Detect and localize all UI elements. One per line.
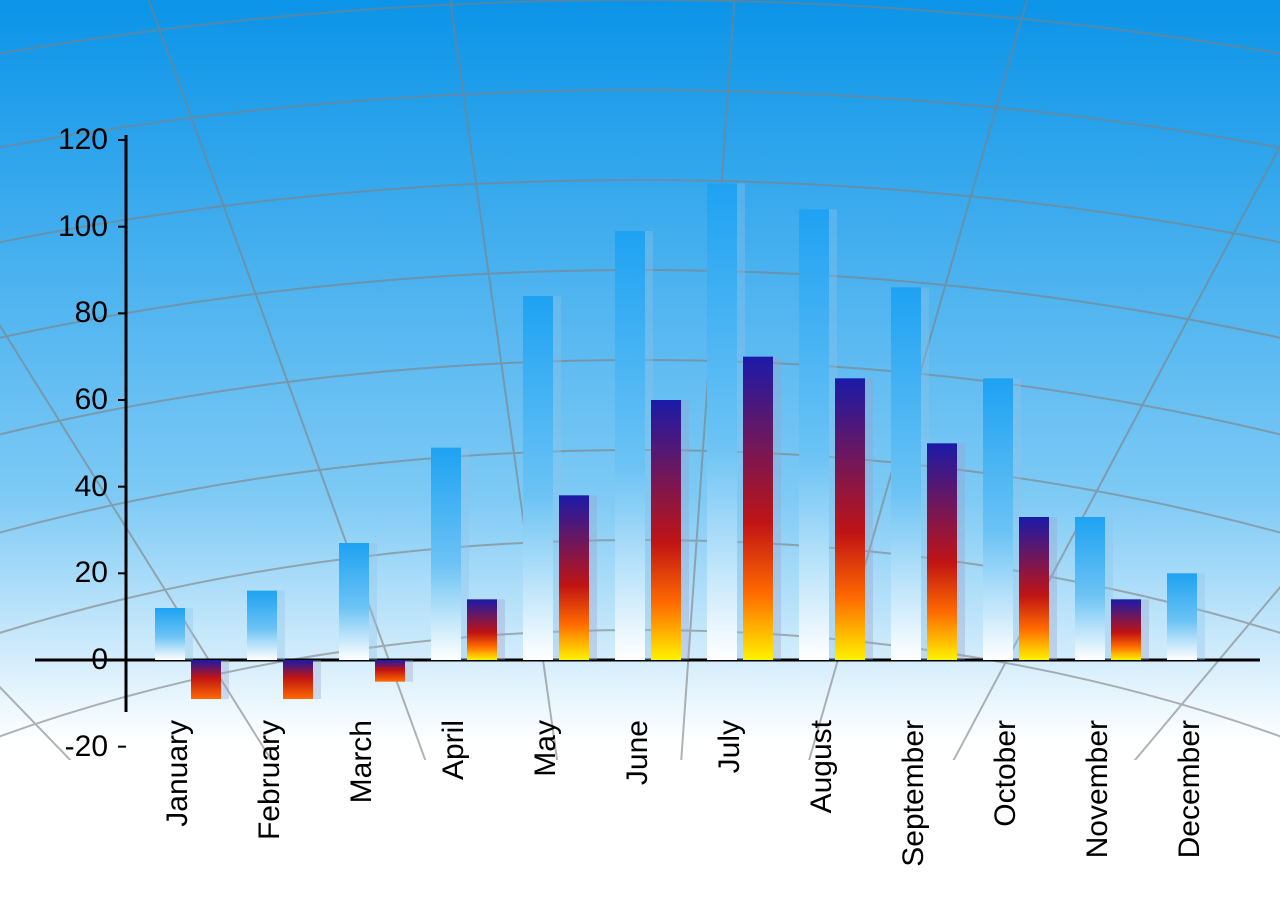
- x-category-label: August: [805, 720, 839, 813]
- x-category-label: May: [529, 720, 563, 777]
- x-category-label: March: [345, 720, 379, 803]
- bar-series-a: [523, 296, 553, 660]
- y-tick-label: 100: [0, 210, 108, 244]
- x-category-label: December: [1173, 720, 1207, 858]
- x-category-label: November: [1081, 720, 1115, 858]
- bar-series-a: [799, 209, 829, 660]
- x-category-label: April: [437, 720, 471, 780]
- bar-series-a: [983, 378, 1013, 660]
- bar-series-a: [891, 287, 921, 660]
- y-tick-label: 120: [0, 123, 108, 157]
- y-tick-label: 0: [0, 643, 108, 677]
- y-tick-label: 60: [0, 383, 108, 417]
- bar-series-a: [155, 608, 185, 660]
- y-tick-label: 40: [0, 470, 108, 504]
- bar-series-b: [559, 495, 589, 660]
- bar-series-b: [743, 357, 773, 660]
- y-tick-label: 20: [0, 556, 108, 590]
- bar-series-a: [1167, 573, 1197, 660]
- x-category-label: July: [713, 720, 747, 773]
- bar-series-a: [615, 231, 645, 660]
- bar-series-b: [651, 400, 681, 660]
- bar-series-a: [1075, 517, 1105, 660]
- x-category-label: June: [621, 720, 655, 785]
- bar-series-a: [431, 448, 461, 660]
- bar-series-b: [375, 660, 405, 682]
- bar-series-b: [835, 378, 865, 660]
- bars: [155, 183, 1197, 699]
- bar-series-a: [707, 183, 737, 660]
- bar-series-a: [339, 543, 369, 660]
- x-category-label: October: [989, 720, 1023, 827]
- bar-series-b: [1019, 517, 1049, 660]
- y-tick-label: 80: [0, 296, 108, 330]
- bar-series-b: [927, 443, 957, 660]
- x-category-label: February: [253, 720, 287, 840]
- bar-series-b: [467, 599, 497, 660]
- bar-series-a: [247, 591, 277, 660]
- x-category-label: September: [897, 720, 931, 867]
- x-category-label: January: [161, 720, 195, 827]
- bar-series-b: [191, 660, 221, 699]
- bar-series-b: [1111, 599, 1141, 660]
- chart-root: -20 0 20 40 60 80 100 120 January February March A…: [0, 0, 1280, 905]
- bar-series-b: [283, 660, 313, 699]
- y-tick-label: -20: [0, 730, 108, 764]
